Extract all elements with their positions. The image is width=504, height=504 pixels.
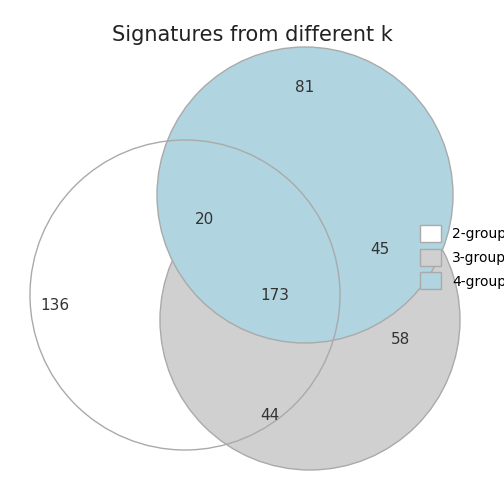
Circle shape xyxy=(157,47,453,343)
Text: 136: 136 xyxy=(40,297,70,312)
Legend: 2-group, 3-group, 4-group: 2-group, 3-group, 4-group xyxy=(420,225,504,289)
Text: 81: 81 xyxy=(295,81,314,95)
Text: 45: 45 xyxy=(370,242,390,258)
Text: Signatures from different k: Signatures from different k xyxy=(111,25,393,45)
Text: 58: 58 xyxy=(391,333,410,347)
Circle shape xyxy=(160,170,460,470)
Text: 20: 20 xyxy=(196,213,215,227)
Text: 173: 173 xyxy=(261,287,289,302)
Text: 44: 44 xyxy=(261,408,280,422)
